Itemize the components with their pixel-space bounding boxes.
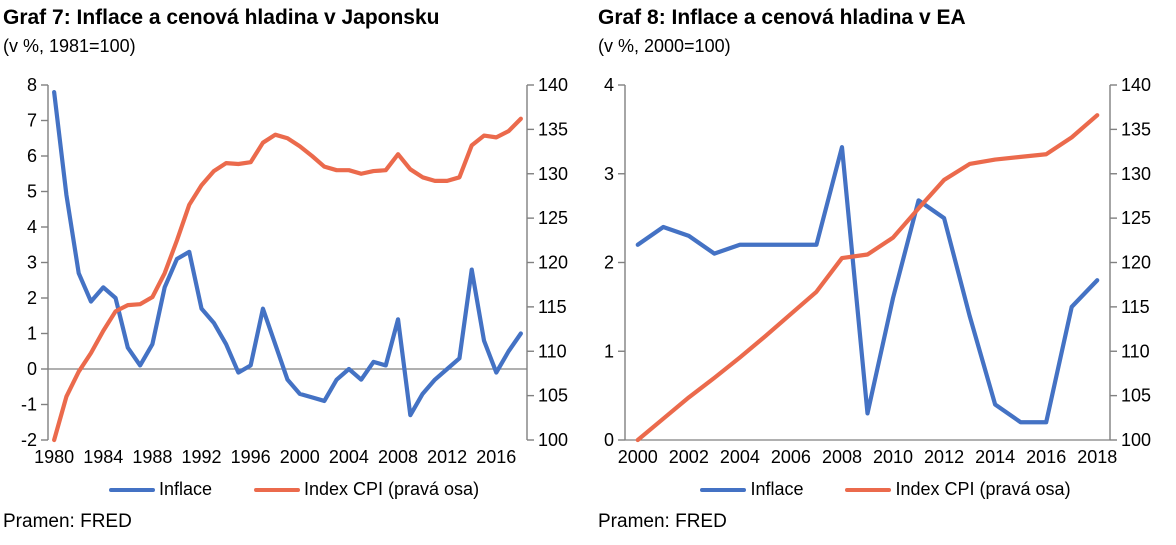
svg-text:1984: 1984 bbox=[83, 447, 123, 467]
svg-text:2014: 2014 bbox=[975, 447, 1015, 467]
chart-title-ea: Graf 8: Inflace a cenová hladina v EA bbox=[598, 6, 966, 29]
svg-text:130: 130 bbox=[1121, 164, 1151, 184]
svg-text:125: 125 bbox=[538, 208, 568, 228]
svg-text:2008: 2008 bbox=[378, 447, 418, 467]
svg-text:1980: 1980 bbox=[34, 447, 74, 467]
legend-label-inflace: Inflace bbox=[750, 479, 804, 499]
svg-text:105: 105 bbox=[1121, 386, 1151, 406]
legend-japan: Inflace Index CPI (pravá osa) bbox=[0, 479, 588, 500]
svg-text:2016: 2016 bbox=[476, 447, 516, 467]
svg-text:2008: 2008 bbox=[822, 447, 862, 467]
svg-text:3: 3 bbox=[27, 253, 37, 273]
svg-text:140: 140 bbox=[1121, 75, 1151, 95]
inflace-line-marker-icon bbox=[700, 487, 747, 492]
svg-text:2016: 2016 bbox=[1026, 447, 1066, 467]
svg-text:2006: 2006 bbox=[771, 447, 811, 467]
svg-text:100: 100 bbox=[538, 430, 568, 450]
svg-text:3: 3 bbox=[604, 164, 614, 184]
cpi-line-marker-icon bbox=[845, 487, 892, 492]
svg-text:130: 130 bbox=[538, 164, 568, 184]
legend-ea: Inflace Index CPI (pravá osa) bbox=[595, 479, 1176, 500]
chart-subtitle-ea: (v %, 2000=100) bbox=[598, 36, 731, 56]
chart-panel-japan: Graf 7: Inflace a cenová hladina v Japon… bbox=[0, 6, 588, 532]
legend-label-inflace: Inflace bbox=[158, 479, 212, 499]
svg-text:1988: 1988 bbox=[132, 447, 172, 467]
svg-text:7: 7 bbox=[27, 111, 37, 131]
svg-text:110: 110 bbox=[538, 341, 567, 361]
inflace-line-marker-icon bbox=[108, 487, 155, 492]
legend-item-cpi: Index CPI (pravá osa) bbox=[845, 479, 1071, 500]
svg-text:2000: 2000 bbox=[280, 447, 320, 467]
svg-text:105: 105 bbox=[538, 386, 568, 406]
svg-text:-2: -2 bbox=[21, 430, 37, 450]
svg-text:2002: 2002 bbox=[669, 447, 709, 467]
source-note-ea: Pramen: FRED bbox=[598, 511, 727, 532]
chart-subtitle-japan: (v %, 1981=100) bbox=[3, 36, 136, 56]
svg-text:1: 1 bbox=[604, 341, 614, 361]
svg-text:2012: 2012 bbox=[924, 447, 964, 467]
svg-text:4: 4 bbox=[604, 75, 614, 95]
svg-text:6: 6 bbox=[27, 146, 37, 166]
svg-text:1996: 1996 bbox=[231, 447, 271, 467]
svg-text:0: 0 bbox=[604, 430, 614, 450]
cpi-line-marker-icon bbox=[253, 487, 300, 492]
svg-text:2004: 2004 bbox=[329, 447, 369, 467]
svg-text:120: 120 bbox=[538, 253, 568, 273]
legend-item-inflace: Inflace bbox=[108, 479, 212, 500]
legend-item-cpi: Index CPI (pravá osa) bbox=[253, 479, 480, 500]
svg-text:-1: -1 bbox=[21, 395, 37, 415]
svg-text:1992: 1992 bbox=[182, 447, 222, 467]
svg-text:135: 135 bbox=[1121, 119, 1151, 139]
svg-text:115: 115 bbox=[1121, 297, 1150, 317]
svg-text:115: 115 bbox=[538, 297, 567, 317]
legend-label-cpi: Index CPI (pravá osa) bbox=[895, 479, 1071, 499]
svg-text:2004: 2004 bbox=[720, 447, 760, 467]
svg-text:2000: 2000 bbox=[618, 447, 658, 467]
chart-title-japan: Graf 7: Inflace a cenová hladina v Japon… bbox=[3, 6, 440, 29]
chart-panel-ea: Graf 8: Inflace a cenová hladina v EA (v… bbox=[595, 0, 1176, 545]
svg-text:140: 140 bbox=[538, 75, 568, 95]
svg-text:2: 2 bbox=[604, 253, 614, 273]
svg-text:2010: 2010 bbox=[873, 447, 913, 467]
line-chart-japan: -2 -1 0 1 2 3 4 5 6 7 8 100 105 110 115 120 125 130 135 140… bbox=[21, 75, 568, 467]
svg-text:4: 4 bbox=[27, 217, 37, 237]
svg-text:120: 120 bbox=[1121, 253, 1151, 273]
svg-text:1: 1 bbox=[27, 324, 37, 344]
source-note-japan: Pramen: FRED bbox=[3, 511, 132, 532]
svg-text:100: 100 bbox=[1121, 430, 1151, 450]
svg-text:110: 110 bbox=[1121, 341, 1150, 361]
svg-text:2: 2 bbox=[27, 288, 37, 308]
svg-text:125: 125 bbox=[1121, 208, 1151, 228]
svg-text:8: 8 bbox=[27, 75, 37, 95]
svg-text:2018: 2018 bbox=[1077, 447, 1117, 467]
legend-item-inflace: Inflace bbox=[700, 479, 803, 500]
line-chart-ea: 0 1 2 3 4 100 105 110 115 120 125 130 135 140 2000 2002… bbox=[604, 75, 1151, 467]
svg-text:5: 5 bbox=[27, 182, 37, 202]
svg-text:135: 135 bbox=[538, 119, 568, 139]
svg-text:2012: 2012 bbox=[427, 447, 467, 467]
svg-text:0: 0 bbox=[27, 359, 37, 379]
legend-label-cpi: Index CPI (pravá osa) bbox=[303, 479, 480, 499]
